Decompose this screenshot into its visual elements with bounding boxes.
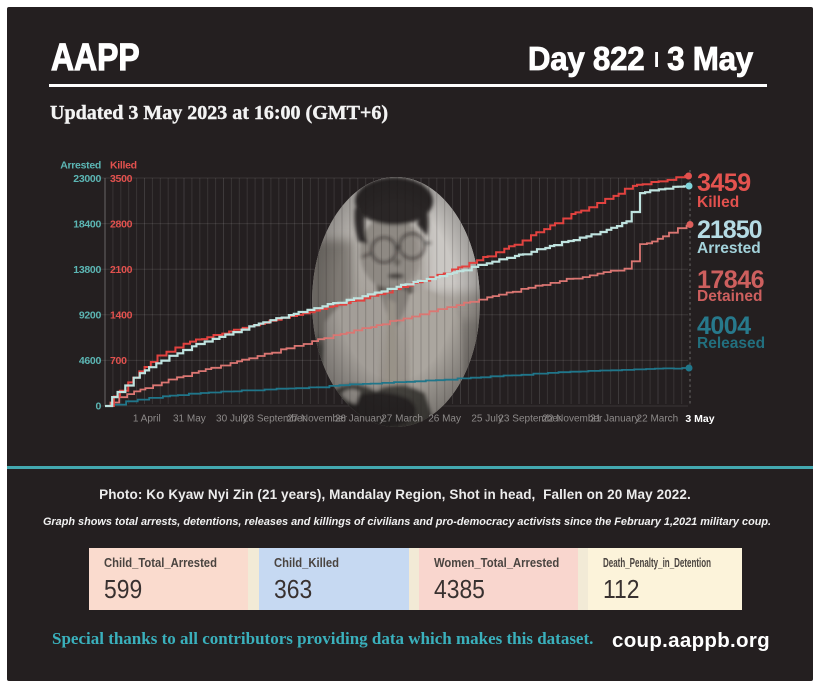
svg-text:26 January: 26 January bbox=[335, 414, 384, 425]
svg-text:13800: 13800 bbox=[73, 264, 101, 276]
svg-text:23000: 23000 bbox=[73, 173, 101, 185]
svg-text:2100: 2100 bbox=[110, 264, 133, 276]
svg-text:0: 0 bbox=[95, 401, 101, 413]
svg-text:700: 700 bbox=[110, 355, 127, 367]
svg-text:26 May: 26 May bbox=[428, 414, 461, 425]
svg-text:27 March: 27 March bbox=[381, 414, 423, 425]
svg-text:3500: 3500 bbox=[110, 173, 133, 185]
svg-text:25 July: 25 July bbox=[471, 414, 503, 425]
svg-text:22 March: 22 March bbox=[637, 414, 679, 425]
svg-text:31 May: 31 May bbox=[173, 414, 206, 425]
svg-text:2800: 2800 bbox=[110, 218, 133, 230]
svg-text:1400: 1400 bbox=[110, 310, 133, 322]
svg-text:22 November: 22 November bbox=[542, 414, 603, 425]
svg-text:Killed: Killed bbox=[110, 160, 137, 172]
svg-text:3 May: 3 May bbox=[685, 413, 714, 425]
svg-text:4600: 4600 bbox=[79, 355, 102, 367]
svg-text:18400: 18400 bbox=[73, 218, 101, 230]
svg-text:30 July: 30 July bbox=[216, 414, 248, 425]
svg-text:28 September: 28 September bbox=[243, 414, 306, 425]
svg-text:23 September: 23 September bbox=[498, 414, 561, 425]
svg-text:1 April: 1 April bbox=[133, 414, 161, 425]
svg-text:21 January: 21 January bbox=[590, 414, 639, 425]
svg-text:27 November: 27 November bbox=[287, 414, 348, 425]
svg-text:9200: 9200 bbox=[79, 310, 102, 322]
svg-text:Arrested: Arrested bbox=[60, 160, 101, 172]
